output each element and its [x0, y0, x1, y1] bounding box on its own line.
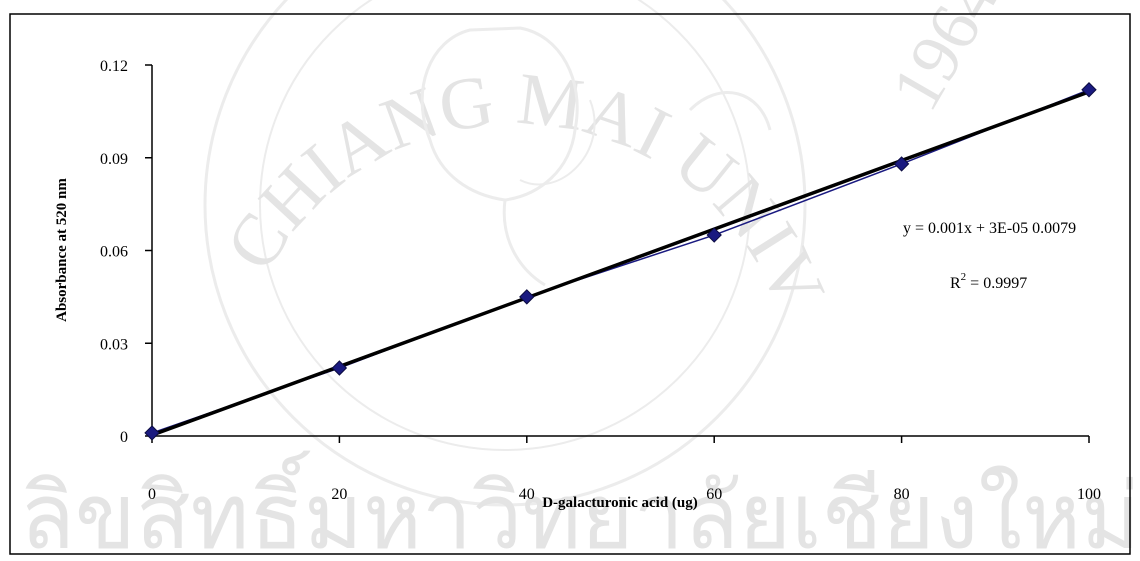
y-ticks: 0 0.03 0.06 0.09 0.12 — [100, 58, 152, 446]
trendline — [151, 90, 1090, 437]
trendline-layer — [151, 90, 1090, 437]
data-point-marker — [144, 425, 160, 441]
trendline-equation: y = 0.001x + 3E-05 0.0079 — [903, 220, 1076, 237]
r-squared-r: R — [950, 275, 961, 292]
x-ticks: 0 20 40 60 80 100 — [148, 436, 1101, 503]
data-point-marker — [519, 289, 535, 305]
y-tick-label: 0.03 — [100, 336, 128, 353]
x-tick-label: 40 — [519, 486, 535, 503]
x-tick-label: 60 — [706, 486, 722, 503]
data-point-marker — [331, 360, 348, 376]
data-point-marker — [893, 156, 910, 172]
x-tick-label: 0 — [148, 486, 156, 503]
data-point-marker — [706, 227, 722, 243]
data-point-marker — [1081, 82, 1097, 98]
x-tick-label: 20 — [331, 486, 347, 503]
x-tick-label: 100 — [1077, 486, 1101, 503]
marker-layer — [144, 82, 1097, 441]
y-tick-label: 0.09 — [100, 151, 128, 168]
r-squared-superscript: 2 — [961, 271, 967, 283]
copyright-watermark: ลิขสิทธิ์มหาวิทยาลัยเชียงใหม่ — [20, 450, 1140, 561]
chart-border — [9, 13, 1131, 555]
y-tick-label: 0.12 — [100, 58, 128, 75]
seal-year-watermark: 1964 — [877, 0, 1014, 123]
x-axis-title: D-galacturonic acid (ug) — [542, 495, 698, 511]
y-tick-label: 0.06 — [100, 244, 128, 261]
r-squared-value: = 0.9997 — [966, 275, 1027, 292]
y-axis-title: Absorbance at 520 nm — [54, 178, 70, 322]
y-tick-label: 0 — [120, 429, 128, 446]
x-tick-label: 80 — [894, 486, 910, 503]
r-squared-label: R2 = 0.9997 — [950, 271, 1027, 292]
